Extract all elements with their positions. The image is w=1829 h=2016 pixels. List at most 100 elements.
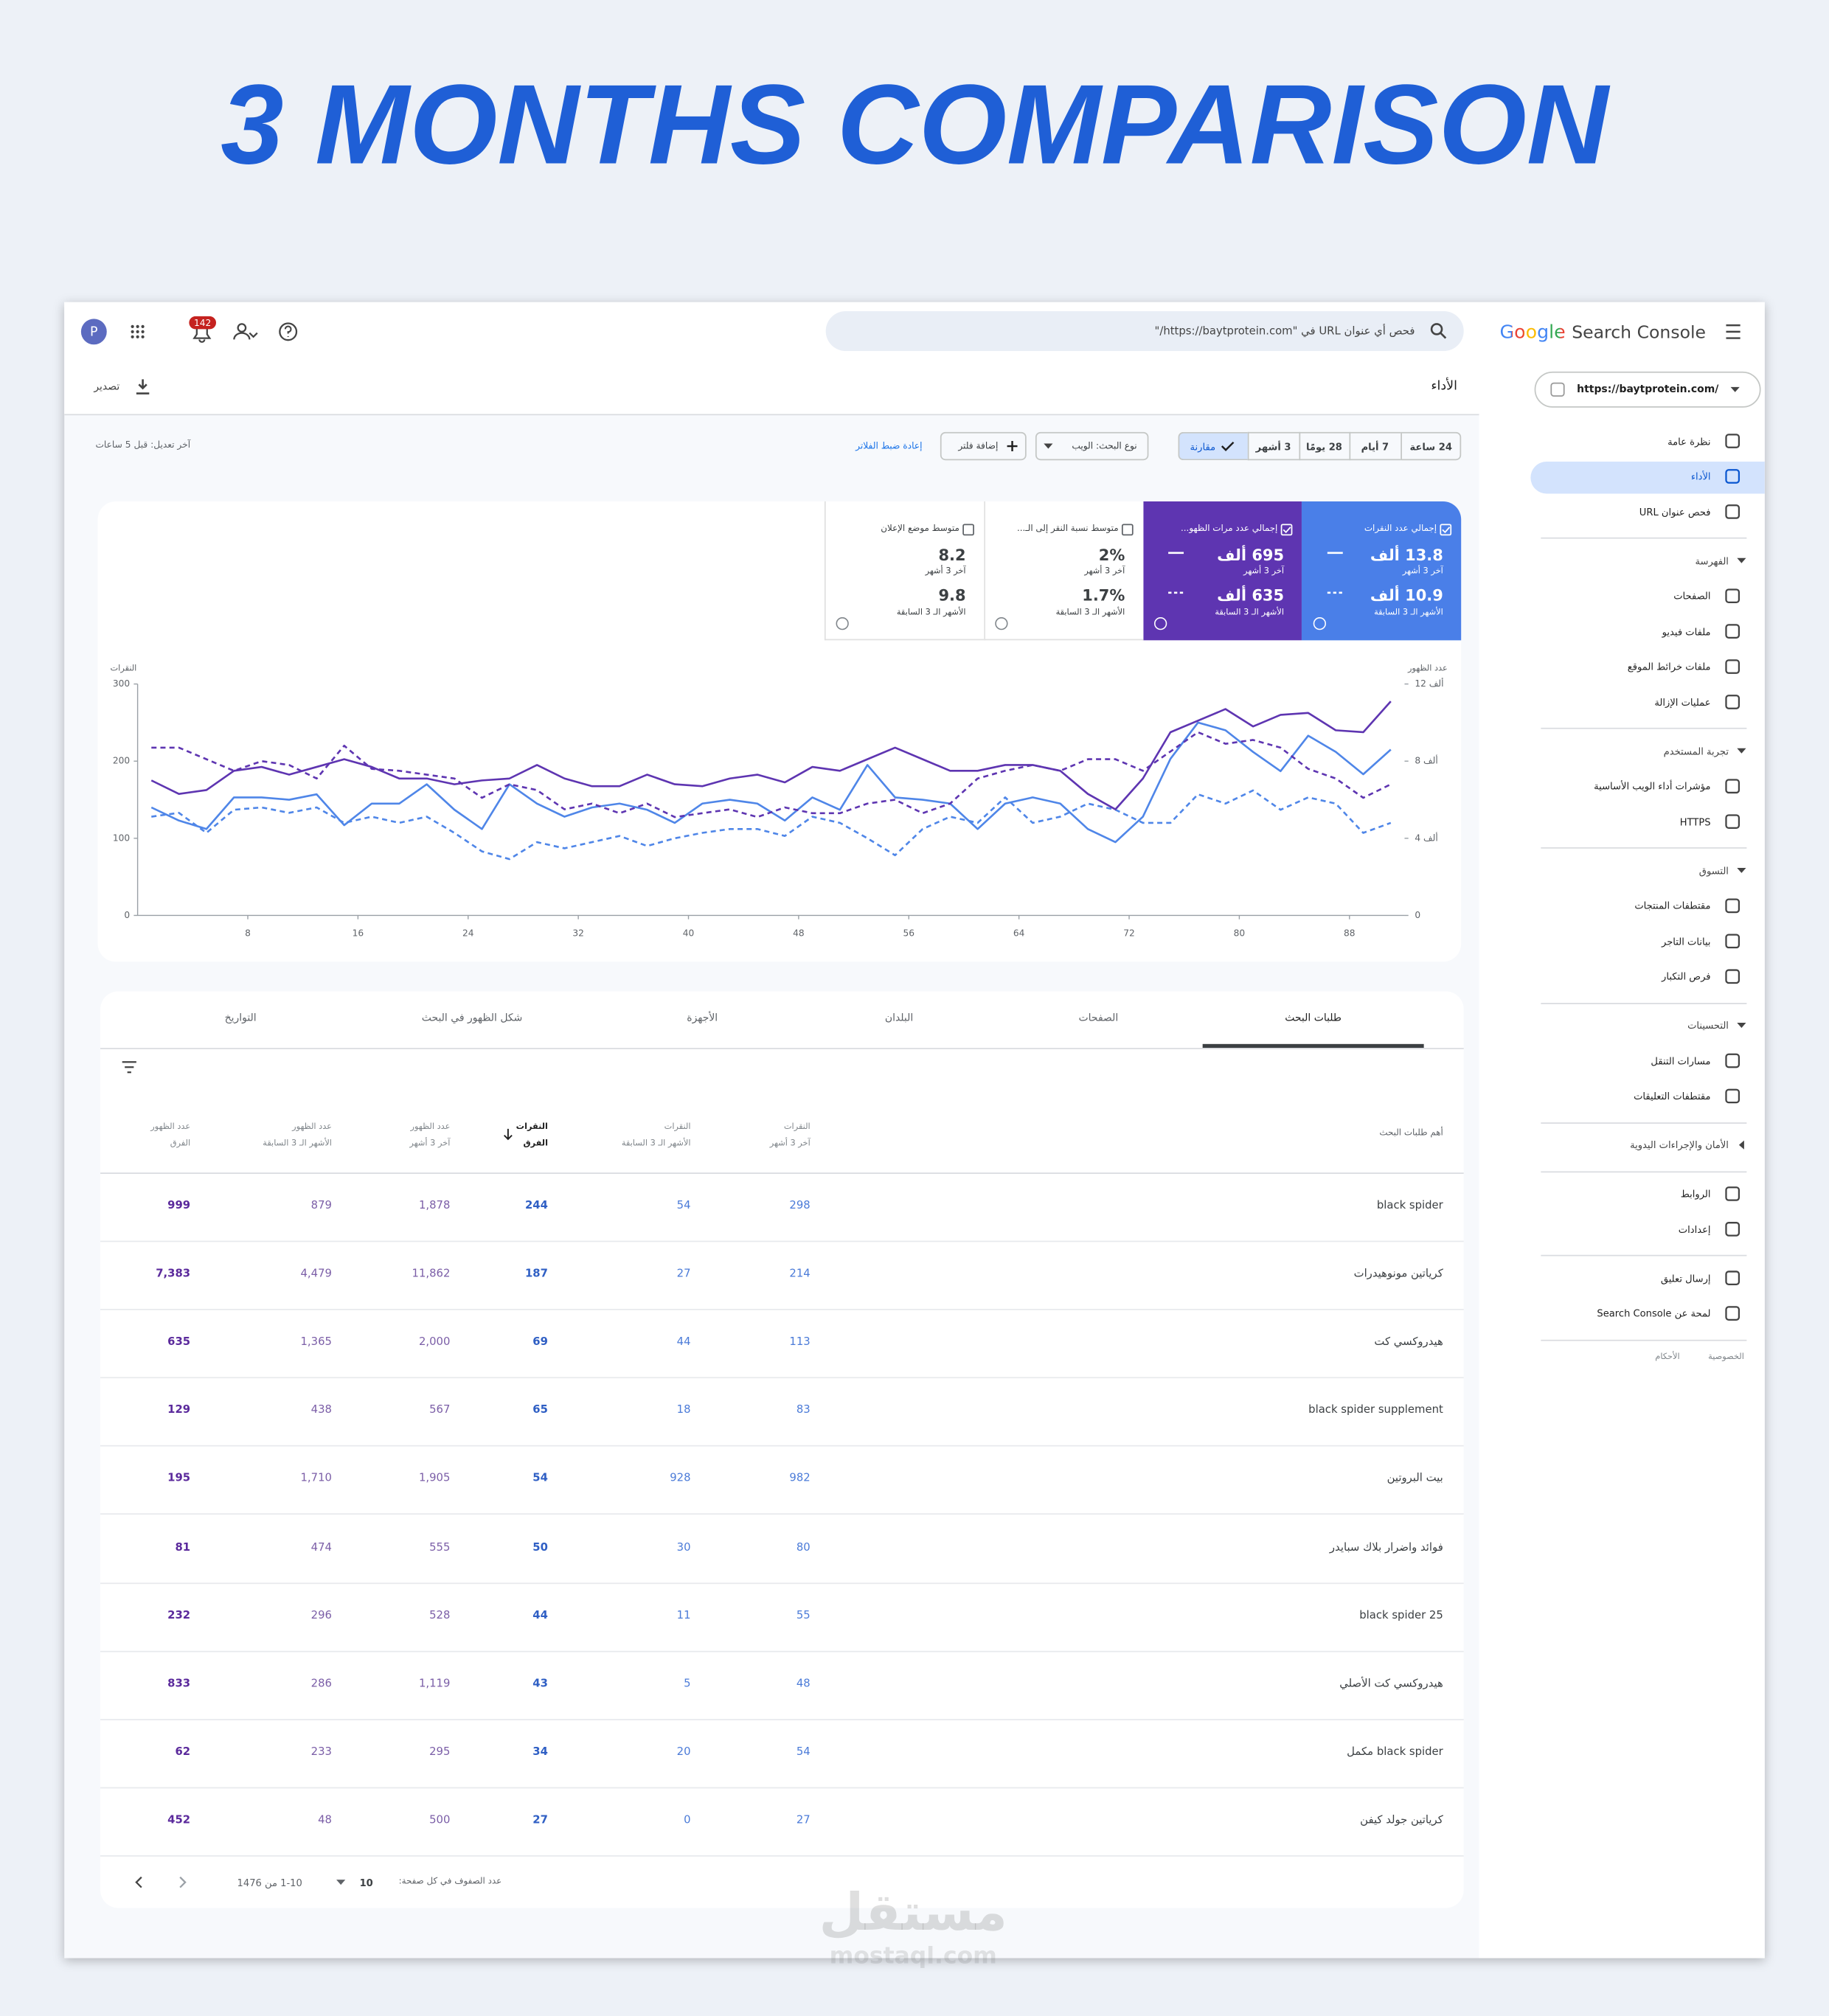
header-divider [100,1172,1464,1174]
value-cell: 195 [167,1472,191,1486]
value-cell: 298 [789,1198,811,1212]
tab[interactable]: طلبات البحث [1285,1012,1342,1023]
metric-previous: 635 ألف [1217,586,1285,605]
reset-filters-link[interactable]: إعادة ضبط الفلاتر [856,441,923,452]
date-range-chip[interactable] [1401,431,1462,461]
metric-current-period: آخر 3 أشهر [1402,565,1443,576]
tab[interactable]: شكل الظهور في البحث [421,1012,523,1023]
metric-current-period: آخر 3 أشهر [925,565,966,576]
nav-item[interactable]: مقتطفات التعليقات [1634,1090,1711,1102]
value-cell: 27 [676,1267,691,1281]
rows-per-page-value[interactable]: 10 [359,1876,373,1888]
tab[interactable]: الصفحات [1078,1012,1119,1023]
value-cell: 48 [318,1814,332,1828]
value-cell: 34 [532,1745,548,1759]
metric-current: 8.2 [938,546,966,565]
value-cell: 62 [175,1745,191,1759]
date-range-label: 28 يومًا [1306,440,1342,452]
export-button[interactable]: تصدير [94,380,120,392]
metric-card[interactable] [824,501,984,641]
query-cell[interactable]: black spider supplement [1308,1404,1443,1417]
tab[interactable]: التواريخ [224,1012,257,1023]
nav-item[interactable]: الروابط [1680,1188,1711,1200]
query-cell[interactable]: كرياتين مونوهيدرات [1353,1267,1443,1281]
query-cell[interactable]: فوائد واضرار بلاك سبايدر [1329,1540,1443,1554]
query-header: أهم طلبات البحث [1379,1127,1443,1139]
row-divider [100,1308,1464,1310]
query-cell[interactable]: كرياتين جولد كيفن [1360,1814,1443,1828]
nav-footer-link[interactable]: الخصوصية [1708,1351,1744,1362]
nav-item[interactable]: إعدادات [1678,1223,1711,1235]
nav-section[interactable]: الأمان والإجراءات اليدوية [1630,1139,1729,1151]
compare-chip[interactable] [1178,431,1248,461]
brand-google: Google [1500,314,1572,352]
property-select[interactable] [1534,371,1761,408]
nav-item[interactable]: عمليات الإزالة [1654,696,1711,708]
query-cell[interactable]: black spider [1376,1198,1443,1212]
nav-divider [1541,1002,1747,1004]
value-cell: 54 [676,1198,691,1212]
query-cell[interactable]: هيدروكسي كت [1374,1335,1443,1349]
nav-item[interactable]: إرسال تعليق [1660,1272,1711,1285]
value-cell: 1,119 [418,1678,451,1691]
nav-section[interactable]: التسوق [1698,864,1729,877]
page-heading: الأداء [1431,379,1457,394]
metric-current: 695 ألف [1217,546,1285,565]
metric-label: إجمالي عدد مرات الظهو... [1181,523,1278,534]
search-type-label: نوع البحث: الويب [1072,441,1137,452]
nav-item[interactable]: مؤشرات أداء الويب الأساسية [1594,780,1711,793]
tab[interactable]: البلدان [884,1012,914,1023]
nav-item[interactable]: ملفات فيديو [1662,625,1711,637]
search-box[interactable] [825,310,1464,352]
metric-previous-period: الأشهر الـ 3 السابقة [1055,606,1125,617]
tab[interactable]: الأجهزة [687,1012,718,1023]
metric-previous: 9.8 [938,586,966,605]
metric-current-period: آخر 3 أشهر [1243,565,1285,576]
metric-card[interactable] [983,501,1143,641]
query-cell[interactable]: black spider مكمل [1347,1745,1443,1759]
column-period: آخر 3 أشهر [409,1137,451,1148]
watermark-latin: mostaql.com [829,1942,997,1970]
nav-item[interactable]: الأداء [1690,470,1711,482]
query-cell[interactable]: هيدروكسي كت الأصلي [1339,1678,1443,1691]
nav-item[interactable]: مسارات التنقل [1651,1054,1711,1067]
value-cell: 555 [429,1540,451,1554]
nav-item[interactable]: HTTPS [1679,816,1711,828]
nav-section[interactable]: تجربة المستخدم [1663,745,1729,757]
row-divider [100,1582,1464,1584]
nav-item[interactable]: نظرة عامة [1667,435,1711,447]
value-cell: 296 [310,1609,332,1622]
value-cell: 11,862 [412,1267,451,1281]
query-cell[interactable]: black spider 25 [1359,1609,1443,1622]
value-cell: 833 [167,1678,191,1691]
date-range-label: 7 أيام [1361,440,1389,452]
page-range: 1-10 من 1476 [237,1876,302,1888]
date-range-chip[interactable] [1247,431,1299,461]
nav-item[interactable]: ملفات خرائط الموقع [1627,661,1711,672]
nav-item[interactable]: فحص عنوان URL [1639,506,1711,518]
last-update: آخر تعديل: قبل 5 ساعات [95,439,191,451]
date-range-chip[interactable] [1299,431,1350,461]
metric-card[interactable] [1301,501,1462,641]
nav-section[interactable]: الفهرسة [1695,555,1729,567]
nav-divider [1541,537,1747,539]
nav-footer-link[interactable]: الأحكام [1655,1351,1680,1362]
nav-item[interactable]: لمحة عن Search Console [1597,1307,1711,1319]
date-range-label: 3 أشهر [1255,440,1291,452]
value-cell: 27 [796,1814,811,1828]
nav-item[interactable]: فرص التكبار [1662,970,1711,983]
nav-section[interactable]: التحسينات [1687,1019,1729,1032]
add-filter-chip[interactable] [940,431,1027,461]
query-cell[interactable]: بيت البروتين [1386,1472,1443,1486]
row-divider [100,1513,1464,1515]
nav-item[interactable]: مقتطفات المنتجات [1634,900,1711,912]
metric-card[interactable] [1142,501,1302,641]
value-cell: 244 [524,1198,548,1212]
search-type-chip[interactable] [1035,431,1149,461]
nav-item[interactable]: الصفحات [1673,590,1711,602]
date-range-chip[interactable] [1349,431,1401,461]
nav-item[interactable]: بيانات التاجر [1662,935,1711,948]
value-cell: 528 [429,1609,451,1622]
